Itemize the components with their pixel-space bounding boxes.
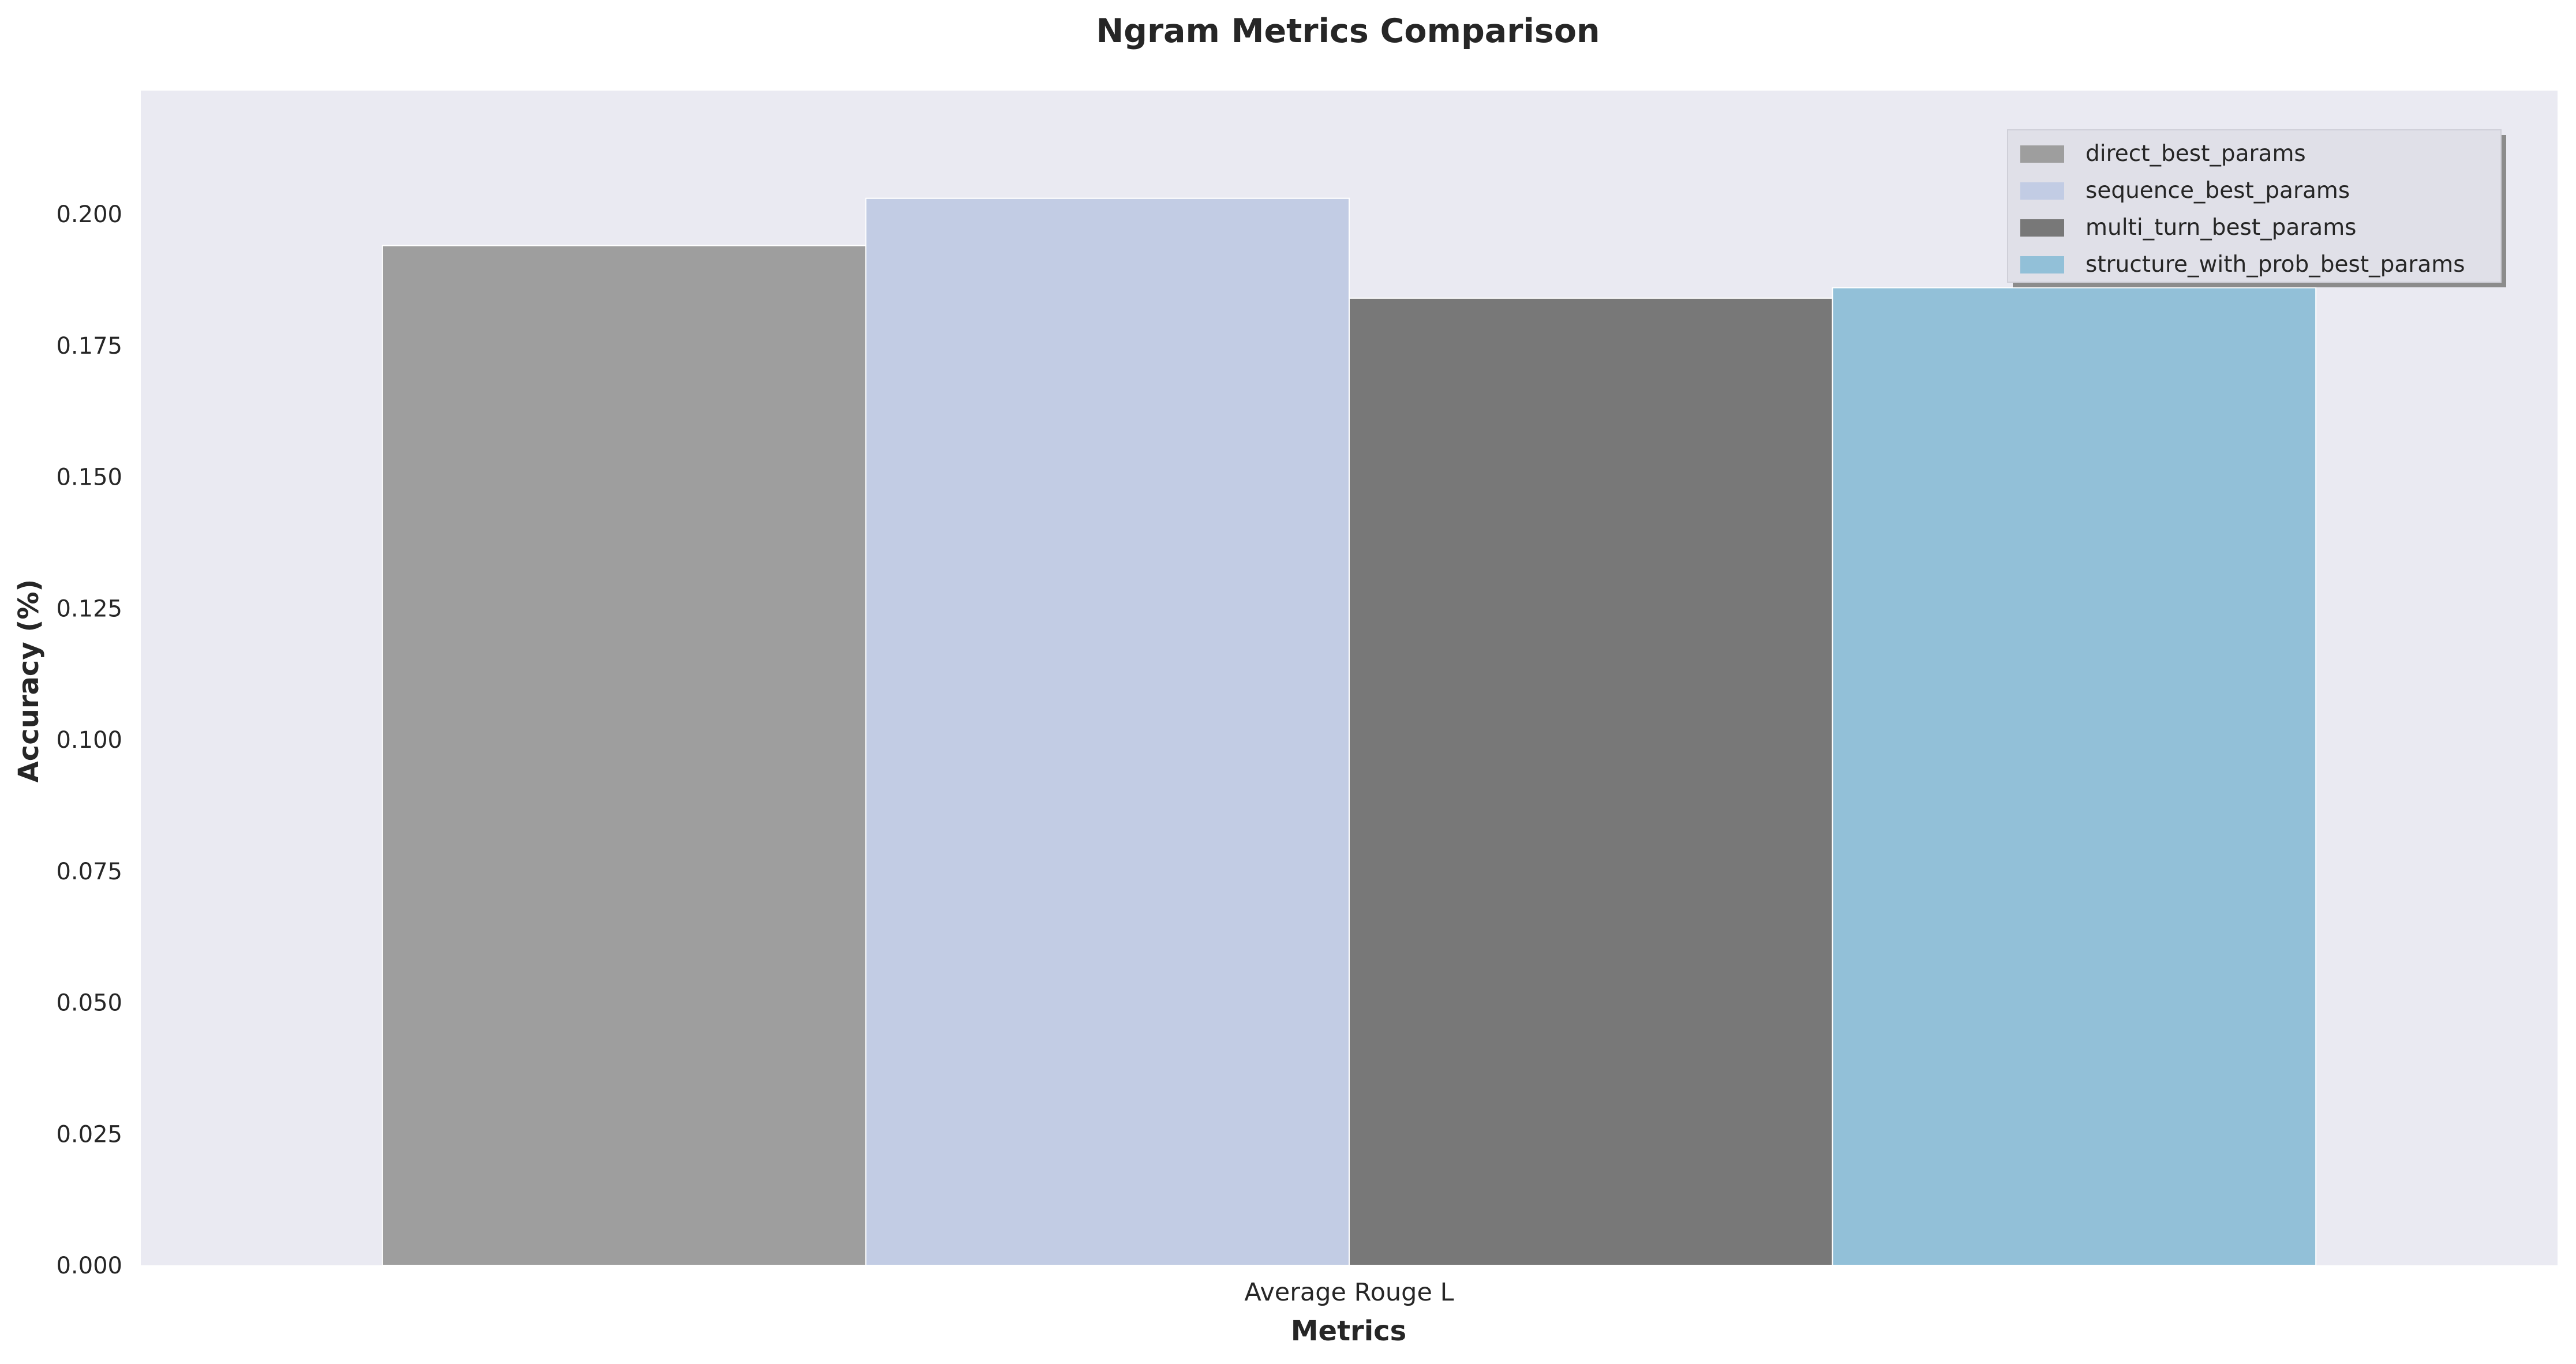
chart-title: Ngram Metrics Comparison: [1096, 12, 1600, 50]
legend-label: sequence_best_params: [2085, 178, 2350, 204]
legend-swatch: [2020, 145, 2064, 163]
y-tick-label: 0.050: [56, 990, 122, 1017]
y-axis-ticks: 0.000 0.025 0.050 0.075 0.100 0.125 0.150 0.175…: [56, 201, 122, 1279]
y-tick-label: 0.025: [56, 1121, 122, 1148]
legend-swatch: [2020, 182, 2064, 200]
legend: direct_best_params sequence_best_paramsmu…: [2007, 129, 2506, 287]
x-axis-label: Metrics: [1291, 1315, 1406, 1347]
legend-frame: [2007, 129, 2502, 283]
bar-sequence_best_params: [865, 197, 1350, 1266]
legend-swatch: [2020, 256, 2064, 273]
y-tick-label: 0.075: [56, 859, 122, 885]
y-axis-label: Accuracy (%): [13, 579, 45, 783]
legend-label: direct_best_params: [2085, 141, 2306, 167]
x-axis-ticks: Average Rouge L: [1244, 1278, 1454, 1307]
y-tick-label: 0.000: [56, 1253, 122, 1279]
bar-structure_with_prob_best_params: [1832, 287, 2317, 1266]
legend-label: structure_with_prob_best_params: [2085, 252, 2465, 278]
y-tick-label: 0.125: [56, 595, 122, 622]
bar-multi_turn_best_params: [1349, 297, 1833, 1266]
bar-direct_best_params: [381, 245, 867, 1266]
legend-swatch: [2020, 219, 2064, 237]
bars-layer: [381, 197, 2317, 1266]
y-tick-label: 0.100: [56, 727, 122, 754]
y-tick-label: 0.175: [56, 333, 122, 359]
y-tick-label: 0.150: [56, 464, 122, 491]
y-tick-label: 0.200: [56, 201, 122, 228]
x-tick-label: Average Rouge L: [1244, 1278, 1454, 1307]
legend-label: multi_turn_best_params: [2085, 215, 2357, 241]
